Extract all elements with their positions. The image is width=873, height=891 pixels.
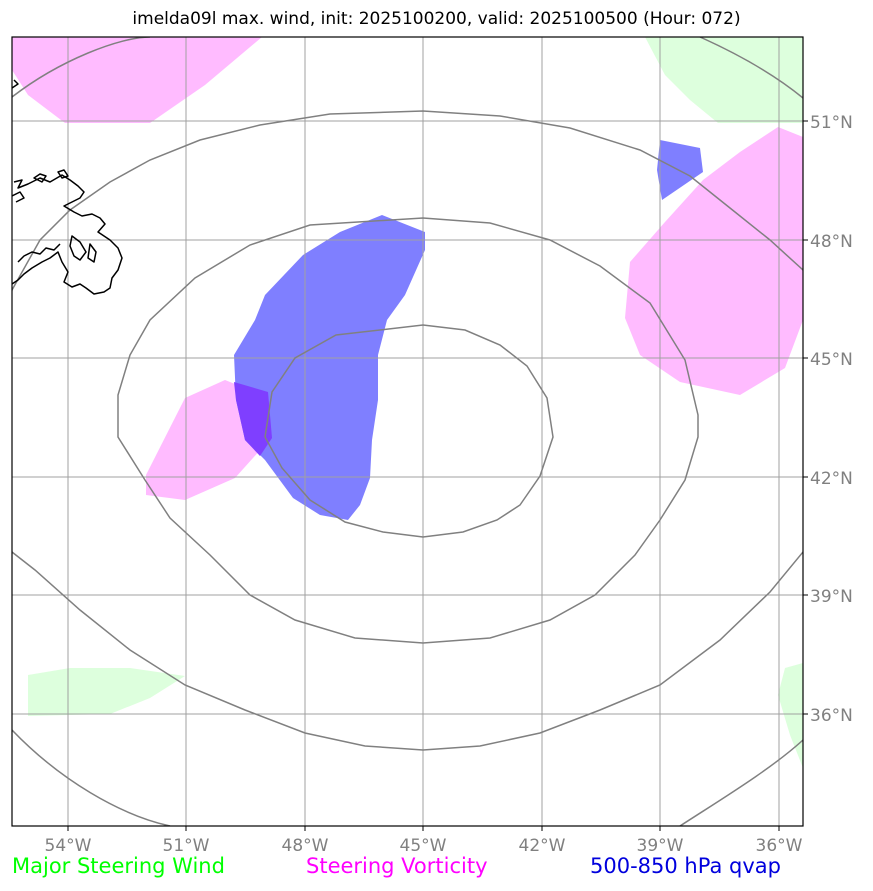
lon-label-39w: 39°W [637,836,684,856]
latitude-labels: 51°N 48°N 45°N 42°N 39°N 36°N [810,113,853,726]
distance-contours [12,37,803,826]
map-area [12,37,803,826]
wind-region-southeast [778,663,803,768]
contour-ring-2 [117,217,699,644]
longitude-labels: 54°W 51°W 48°W 45°W 42°W 39°W 36°W [45,836,803,856]
tick-marks [67,120,808,831]
longitude-gridlines [67,37,780,826]
legend-major-steering-wind: Major Steering Wind [12,854,225,878]
wind-region-southwest [28,668,185,716]
lat-label-39n: 39°N [810,587,853,607]
lat-label-42n: 42°N [810,469,853,489]
coastline-newfoundland [12,79,123,295]
vorticity-region-east [625,127,803,395]
qvap-region-main [234,215,425,520]
lon-label-54w: 54°W [45,836,92,856]
lon-label-45w: 45°W [400,836,447,856]
lon-label-51w: 51°W [163,836,210,856]
lat-label-51n: 51°N [810,113,853,133]
latitude-gridlines [12,120,803,715]
wind-region-northeast [645,37,803,123]
contour-ring-3 [12,110,803,751]
lon-label-42w: 42°W [519,836,566,856]
lon-label-48w: 48°W [282,836,329,856]
contour-ring-4 [12,37,803,826]
contour-ring-1 [264,324,554,538]
lat-label-48n: 48°N [810,232,853,252]
lat-label-45n: 45°N [810,350,853,370]
map-title: imelda09l max. wind, init: 2025100200, v… [132,9,741,29]
legend-qvap: 500-850 hPa qvap [590,854,781,878]
lat-label-36n: 36°N [810,706,853,726]
lon-label-36w: 36°W [756,836,803,856]
legend-steering-vorticity: Steering Vorticity [306,854,488,878]
vorticity-region-northwest [12,37,262,123]
qvap-vorticity-overlap [234,382,272,456]
map-frame [11,36,804,827]
